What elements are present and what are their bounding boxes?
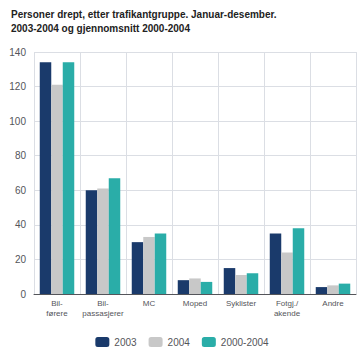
svg-text:førere: førere: [46, 309, 68, 318]
svg-text:2000-2004: 2000-2004: [221, 337, 269, 348]
svg-text:20: 20: [15, 254, 27, 265]
svg-text:2003-2004 og gjennomsnitt 2000: 2003-2004 og gjennomsnitt 2000-2004: [11, 23, 190, 34]
svg-text:40: 40: [15, 219, 27, 230]
svg-text:120: 120: [9, 81, 26, 92]
svg-text:MC: MC: [143, 299, 156, 308]
svg-text:Syklister: Syklister: [226, 299, 257, 308]
svg-text:Bil-: Bil-: [97, 299, 109, 308]
svg-text:60: 60: [15, 185, 27, 196]
svg-text:Personer drept, etter trafikan: Personer drept, etter trafikantgruppe. J…: [11, 9, 277, 20]
svg-text:Andre: Andre: [322, 299, 344, 308]
svg-text:Moped: Moped: [183, 299, 207, 308]
svg-text:Bil-: Bil-: [51, 299, 63, 308]
svg-text:140: 140: [9, 47, 26, 58]
svg-text:80: 80: [15, 150, 27, 161]
svg-text:akende: akende: [274, 309, 301, 318]
svg-text:2003: 2003: [114, 337, 137, 348]
svg-text:Fotgj./: Fotgj./: [276, 299, 299, 308]
svg-text:0: 0: [20, 289, 26, 300]
svg-text:2004: 2004: [168, 337, 191, 348]
svg-text:100: 100: [9, 116, 26, 127]
svg-text:passasjerer: passasjerer: [82, 309, 124, 318]
